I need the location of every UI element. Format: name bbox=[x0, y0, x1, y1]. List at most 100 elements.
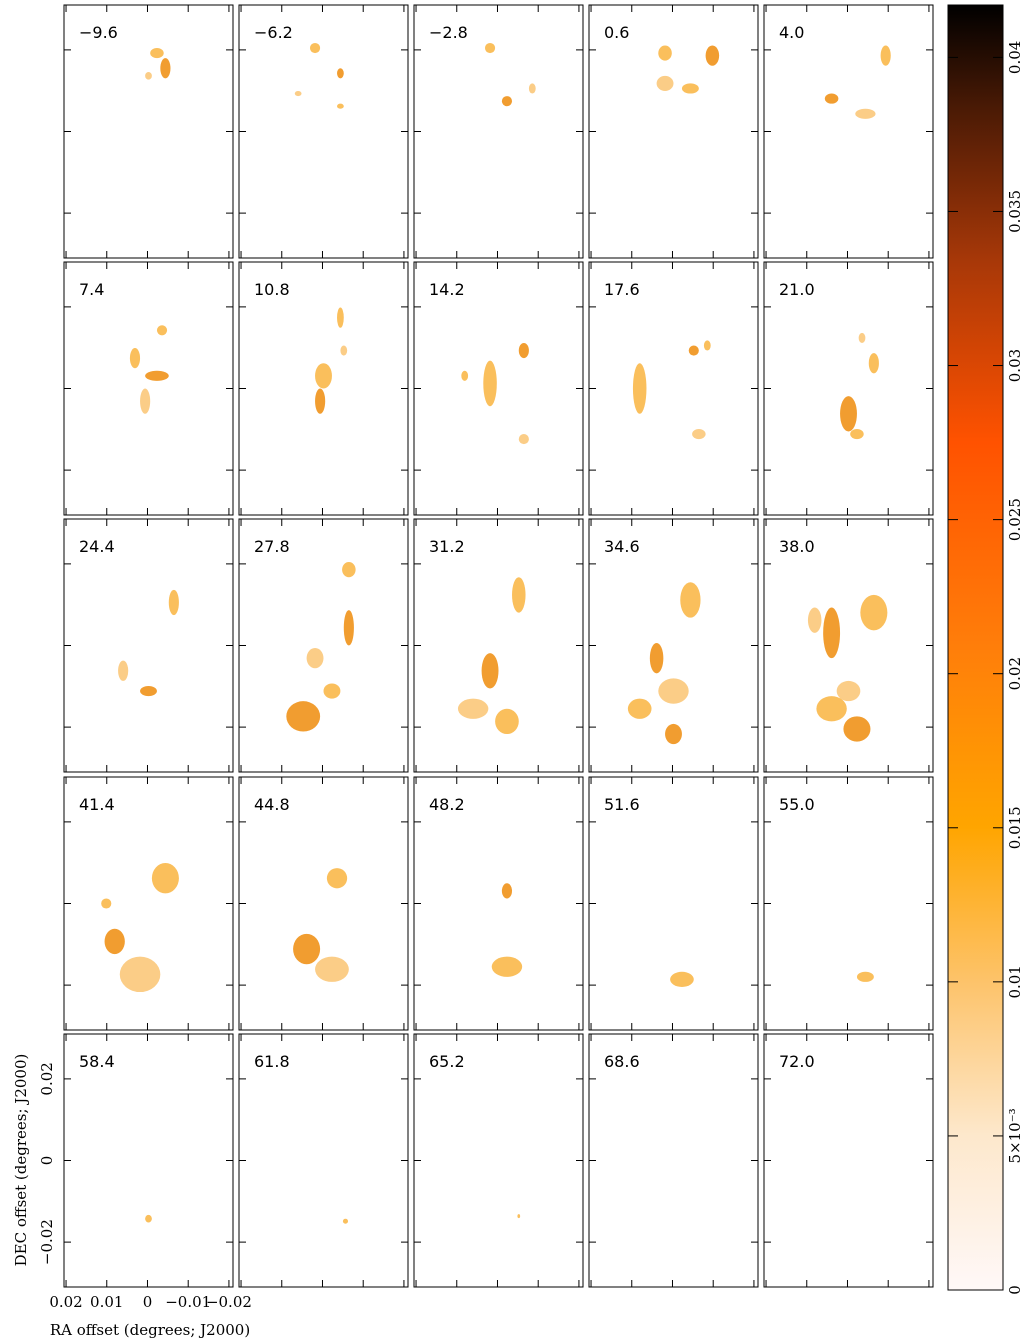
channel-label: −6.2 bbox=[254, 23, 293, 42]
colorbar-tick-label: 0.035 bbox=[1006, 190, 1024, 233]
channel-label: 48.2 bbox=[429, 795, 465, 814]
colorbar bbox=[947, 4, 1004, 1291]
channel-label: 14.2 bbox=[429, 280, 465, 299]
emission-blob bbox=[868, 353, 879, 374]
emission-blob bbox=[101, 898, 112, 909]
emission-blob bbox=[140, 685, 157, 697]
emission-blob bbox=[632, 363, 647, 414]
panel-frame bbox=[413, 776, 584, 1031]
emission-blob bbox=[119, 956, 161, 993]
channel-label: 58.4 bbox=[79, 1052, 115, 1071]
panel-frame bbox=[238, 776, 409, 1031]
colorbar-tick-label: 0 bbox=[1006, 1285, 1024, 1295]
channel-label: 55.0 bbox=[779, 795, 815, 814]
emission-blob bbox=[807, 607, 822, 633]
emission-blob bbox=[518, 434, 529, 445]
colorbar-tick-label: 0.04 bbox=[1006, 41, 1024, 74]
emission-blob bbox=[658, 678, 689, 704]
panel-frame bbox=[63, 776, 234, 1031]
emission-blob bbox=[293, 933, 321, 965]
panel-frame bbox=[413, 518, 584, 773]
emission-blob bbox=[703, 340, 711, 351]
emission-blob bbox=[855, 108, 876, 119]
emission-blob bbox=[665, 723, 682, 745]
panel-frame bbox=[588, 1033, 759, 1288]
channel-label: −2.8 bbox=[429, 23, 468, 42]
channel-label: 44.8 bbox=[254, 795, 290, 814]
emission-blob bbox=[681, 83, 699, 94]
emission-blob bbox=[461, 370, 469, 381]
colorbar-tick-label: 0.025 bbox=[1006, 498, 1024, 541]
colorbar-tick-label: 0.015 bbox=[1006, 806, 1024, 849]
panel-frame bbox=[588, 261, 759, 516]
emission-blob bbox=[491, 956, 523, 977]
colorbar-tick-label: 0.01 bbox=[1006, 965, 1024, 998]
emission-blob bbox=[656, 75, 674, 92]
panel-frame bbox=[413, 1033, 584, 1288]
emission-blob bbox=[104, 928, 125, 955]
emission-blob bbox=[840, 396, 857, 432]
emission-blob bbox=[692, 428, 706, 440]
colorbar-tick-label: 5×10⁻³ bbox=[1006, 1108, 1024, 1163]
channel-label: 10.8 bbox=[254, 280, 290, 299]
channel-label: 65.2 bbox=[429, 1052, 465, 1071]
emission-blob bbox=[309, 42, 321, 54]
emission-blob bbox=[860, 594, 888, 631]
emission-blob bbox=[156, 325, 168, 336]
emission-blob bbox=[326, 868, 348, 889]
emission-blob bbox=[649, 642, 664, 674]
emission-blob bbox=[342, 1218, 349, 1224]
emission-blob bbox=[129, 348, 141, 369]
emission-blob bbox=[823, 607, 841, 659]
channel-label: 7.4 bbox=[79, 280, 104, 299]
emission-blob bbox=[337, 68, 344, 79]
y-tick-label: 0.02 bbox=[38, 1062, 56, 1095]
emission-blob bbox=[145, 370, 169, 381]
panel-frame bbox=[588, 776, 759, 1031]
panel-frame bbox=[238, 1033, 409, 1288]
emission-blob bbox=[705, 45, 720, 66]
emission-blob bbox=[343, 610, 354, 646]
panel-frame bbox=[63, 261, 234, 516]
x-tick-label: −0.02 bbox=[206, 1293, 252, 1311]
emission-blob bbox=[323, 683, 341, 699]
x-tick-label: 0 bbox=[143, 1293, 153, 1311]
channel-label: 72.0 bbox=[779, 1052, 815, 1071]
emission-blob bbox=[501, 883, 513, 899]
channel-label: 31.2 bbox=[429, 537, 465, 556]
emission-blob bbox=[168, 589, 179, 616]
panel-frame bbox=[763, 1033, 934, 1288]
panel-frame bbox=[413, 4, 584, 259]
y-tick-label: 0 bbox=[38, 1156, 56, 1166]
emission-blob bbox=[337, 103, 344, 109]
channel-label: 51.6 bbox=[604, 795, 640, 814]
x-tick-label: 0.02 bbox=[49, 1293, 82, 1311]
emission-blob bbox=[824, 93, 839, 104]
emission-blob bbox=[836, 680, 861, 702]
emission-blob bbox=[337, 307, 344, 328]
panel-frame bbox=[763, 261, 934, 516]
panel-frame bbox=[413, 261, 584, 516]
emission-blob bbox=[151, 863, 179, 894]
emission-blob bbox=[306, 648, 324, 669]
emission-blob bbox=[658, 45, 672, 61]
emission-blob bbox=[286, 701, 321, 732]
emission-blob bbox=[340, 345, 348, 356]
panel-frame bbox=[763, 4, 934, 259]
channel-label: 4.0 bbox=[779, 23, 804, 42]
emission-blob bbox=[880, 45, 891, 66]
emission-blob bbox=[528, 83, 536, 94]
emission-blob bbox=[150, 48, 164, 59]
emission-blob bbox=[688, 345, 699, 356]
emission-blob bbox=[342, 562, 356, 578]
emission-blob bbox=[856, 971, 874, 982]
emission-blob bbox=[518, 342, 529, 359]
channel-label: 68.6 bbox=[604, 1052, 640, 1071]
emission-blob bbox=[816, 696, 847, 722]
channel-label: 24.4 bbox=[79, 537, 115, 556]
emission-blob bbox=[627, 698, 652, 719]
emission-blob bbox=[517, 1214, 521, 1219]
emission-blob bbox=[145, 72, 152, 80]
y-axis-title: DEC offset (degrees; J2000) bbox=[12, 1054, 30, 1267]
